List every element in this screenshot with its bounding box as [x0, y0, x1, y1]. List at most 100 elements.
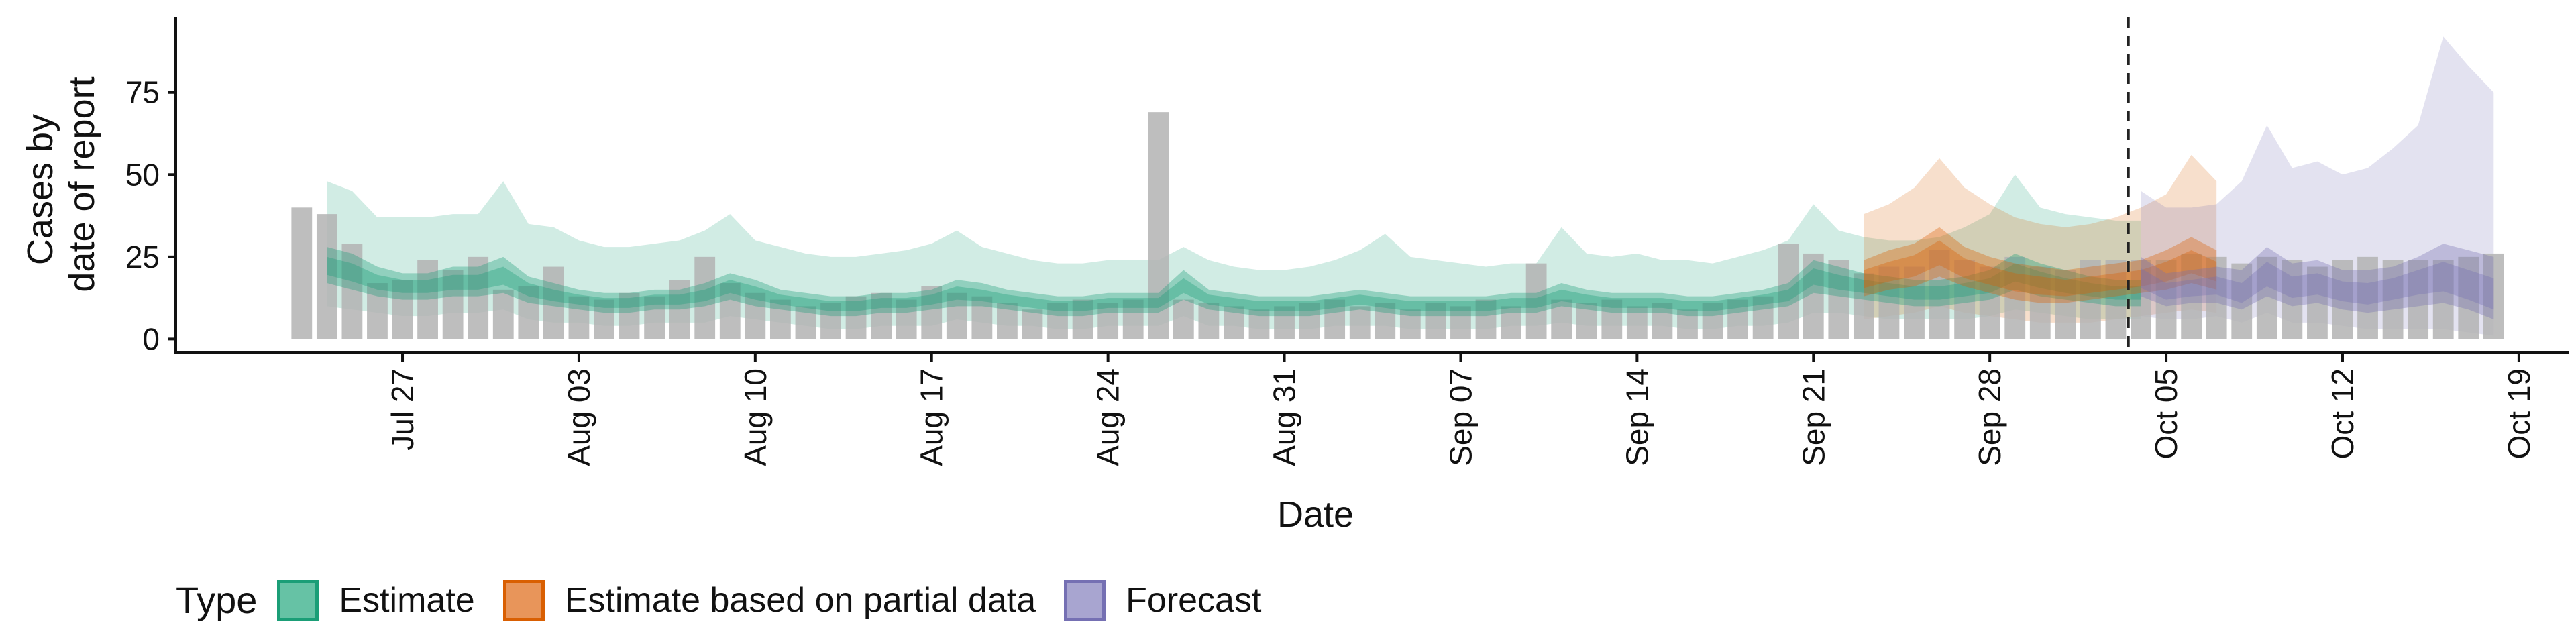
bar: [1525, 263, 1547, 339]
y-axis-title-line-1: Cases by: [20, 114, 60, 265]
legend-label-forecast: Forecast: [1126, 580, 1262, 620]
bar: [1677, 309, 1698, 339]
bar: [871, 292, 892, 339]
bar: [1954, 260, 1976, 339]
legend-swatch-estimate: [277, 579, 319, 621]
legend: Type Estimate Estimate based on partial …: [176, 578, 1289, 622]
bar: [2432, 260, 2454, 339]
bar: [2080, 260, 2101, 339]
bar: [492, 289, 514, 339]
bar: [1652, 303, 1673, 339]
legend-swatch-partial: [502, 579, 545, 621]
bar: [1047, 303, 1068, 339]
bar: [392, 280, 413, 339]
y-tick-label: 0: [142, 321, 160, 356]
legend-label-partial: Estimate based on partial data: [564, 580, 1036, 620]
x-tick-label: Aug 31: [1267, 368, 1302, 466]
case-bars: [291, 112, 2504, 339]
y-axis-title-line-2: date of report: [62, 76, 102, 292]
axes: [168, 17, 2569, 362]
bar: [1778, 244, 1799, 339]
bar: [468, 256, 489, 339]
bar: [1979, 266, 2000, 339]
bar: [2357, 256, 2378, 339]
x-tick-label: Sep 07: [1443, 368, 1478, 466]
bar: [1248, 309, 1270, 339]
bar: [1425, 303, 1446, 339]
bar: [543, 266, 564, 339]
bar: [341, 244, 363, 339]
bar: [2055, 270, 2076, 339]
bar: [1904, 266, 1925, 339]
x-tick-label: Aug 03: [561, 368, 596, 466]
bar: [1929, 250, 1950, 339]
bar: [997, 303, 1018, 339]
bar: [2408, 260, 2429, 339]
legend-item-partial: Estimate based on partial data: [502, 579, 1036, 621]
ribbon-90-estimate: [327, 174, 2141, 329]
bar: [1475, 299, 1497, 339]
bar: [795, 306, 816, 339]
y-tick-label: 75: [125, 75, 160, 110]
legend-swatch-forecast: [1064, 579, 1106, 621]
bar: [2029, 266, 2051, 339]
ribbon-50-estimate: [327, 247, 2141, 317]
bar: [1727, 299, 1748, 339]
bar: [745, 292, 766, 339]
bar: [644, 296, 665, 339]
bar: [1450, 306, 1471, 339]
bar: [316, 214, 337, 339]
bar: [946, 292, 967, 339]
x-tick-labels: Jul 27 Aug 03 Aug 10 Aug 17 Aug 24 Aug 31 Sep …: [385, 368, 2536, 466]
bar: [1274, 306, 1295, 339]
y-tick-labels: 0 25 50 75: [125, 75, 160, 357]
x-tick-label: Oct 12: [2325, 368, 2360, 460]
y-tick-label: 25: [125, 239, 160, 274]
bar: [417, 260, 438, 339]
bar: [367, 283, 388, 339]
bar: [1299, 303, 1320, 339]
x-axis-title: Date: [1277, 494, 1354, 535]
y-tick-label: 50: [125, 157, 160, 192]
bar: [1375, 303, 1396, 339]
bar: [896, 299, 917, 339]
bar: [568, 296, 590, 339]
bar: [2382, 260, 2404, 339]
bar: [2206, 256, 2227, 339]
ribbon-90-forecast: [2141, 36, 2494, 336]
bar: [2155, 260, 2177, 339]
bar: [921, 286, 943, 339]
bar: [2131, 260, 2151, 339]
bar: [1022, 309, 1043, 339]
bar: [1626, 306, 1648, 339]
bar: [1224, 306, 1244, 339]
legend-title: Type: [176, 579, 258, 621]
bar: [2458, 256, 2479, 339]
bar: [2282, 260, 2303, 339]
bar: [1122, 299, 1144, 339]
bar: [1501, 306, 1521, 339]
legend-item-estimate: Estimate: [277, 579, 475, 621]
bar: [845, 296, 867, 339]
bar: [1198, 303, 1220, 339]
legend-label-estimate: Estimate: [339, 580, 475, 620]
bar: [2105, 260, 2127, 339]
x-tick-label: Aug 10: [738, 368, 773, 466]
bar: [594, 299, 614, 339]
bar: [1828, 260, 1849, 339]
bar: [2004, 256, 2026, 339]
bar: [619, 292, 640, 339]
x-tick-label: Sep 21: [1796, 368, 1831, 466]
bar: [1551, 299, 1572, 339]
bar: [1702, 303, 1723, 339]
bar: [669, 280, 690, 339]
x-tick-label: Aug 24: [1091, 368, 1126, 466]
bar: [1399, 309, 1421, 339]
bar: [1349, 306, 1371, 339]
bar: [769, 299, 791, 339]
bar: [2307, 266, 2328, 339]
bar: [820, 303, 841, 339]
ribbon-50-forecast: [2141, 244, 2494, 319]
bar: [719, 283, 741, 339]
